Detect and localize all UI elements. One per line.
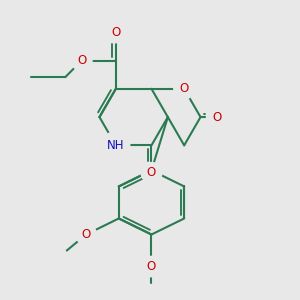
Circle shape [76, 224, 97, 245]
Circle shape [105, 22, 126, 43]
Circle shape [174, 79, 195, 99]
Text: O: O [77, 54, 86, 67]
Text: O: O [111, 26, 120, 39]
Circle shape [71, 50, 92, 71]
Text: NH: NH [107, 139, 124, 152]
Text: O: O [147, 166, 156, 179]
Circle shape [141, 256, 162, 277]
Circle shape [206, 107, 227, 127]
Text: O: O [180, 82, 189, 95]
Text: O: O [82, 228, 91, 241]
Text: O: O [212, 111, 221, 124]
Circle shape [102, 132, 130, 159]
Text: O: O [147, 260, 156, 273]
Circle shape [141, 163, 162, 183]
